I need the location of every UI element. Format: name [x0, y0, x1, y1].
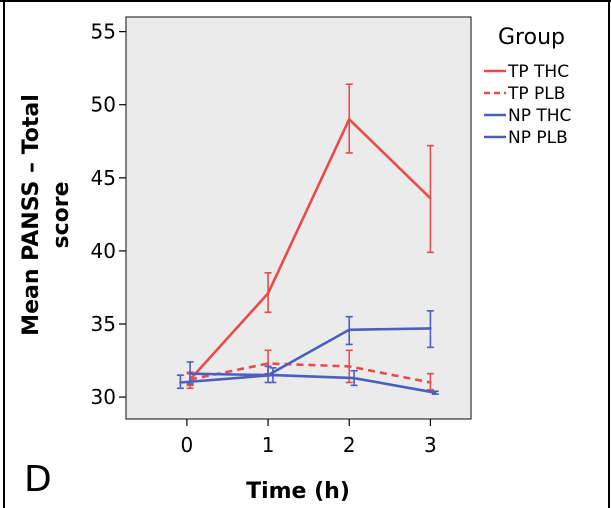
data-point-tp-thc: [348, 118, 350, 120]
data-point-tp-plb: [267, 362, 269, 364]
legend-item-np-thc: NP THC: [484, 106, 571, 126]
x-tick-label: 3: [424, 433, 437, 457]
y-tick-label: 30: [91, 385, 116, 409]
y-tick-label: 45: [91, 166, 116, 190]
data-point-np-plb: [434, 391, 436, 393]
x-tick-label: 0: [181, 433, 194, 457]
data-point-tp-plb: [429, 381, 431, 383]
y-tick-label: 35: [91, 312, 116, 336]
x-axis-title: Time (h): [246, 479, 350, 504]
x-axis: 0 1 2 3: [181, 419, 437, 457]
y-axis-title-line-1: Mean PANSS – Total: [19, 94, 44, 336]
legend-title: Group: [498, 25, 565, 50]
legend-item-tp-thc: TP THC: [484, 62, 569, 82]
legend-label: NP THC: [508, 106, 571, 126]
x-tick-label: 2: [343, 433, 356, 457]
x-tick-label: 1: [262, 433, 275, 457]
legend-label: TP PLB: [507, 84, 565, 104]
y-axis-title-line-2: score: [49, 181, 74, 248]
data-point-np-plb: [179, 381, 181, 383]
data-point-np-thc: [348, 329, 350, 331]
data-point-tp-thc: [267, 292, 269, 294]
data-point-tp-thc: [429, 197, 431, 199]
legend-item-np-plb: NP PLB: [484, 128, 568, 148]
legend-label: NP PLB: [508, 128, 568, 148]
data-point-np-thc: [429, 327, 431, 329]
legend-label: TP THC: [507, 62, 569, 82]
legend-item-tp-plb: TP PLB: [484, 84, 565, 104]
y-tick-label: 55: [91, 20, 116, 44]
data-point-tp-plb: [348, 365, 350, 367]
panel-label: D: [24, 459, 52, 500]
data-point-np-thc: [189, 372, 191, 374]
data-point-np-plb: [353, 377, 355, 379]
data-point-np-plb: [272, 374, 274, 376]
y-tick-label: 40: [91, 239, 116, 263]
y-tick-label: 50: [91, 93, 116, 117]
y-axis: 30 35 40 45 50 55: [91, 20, 126, 409]
